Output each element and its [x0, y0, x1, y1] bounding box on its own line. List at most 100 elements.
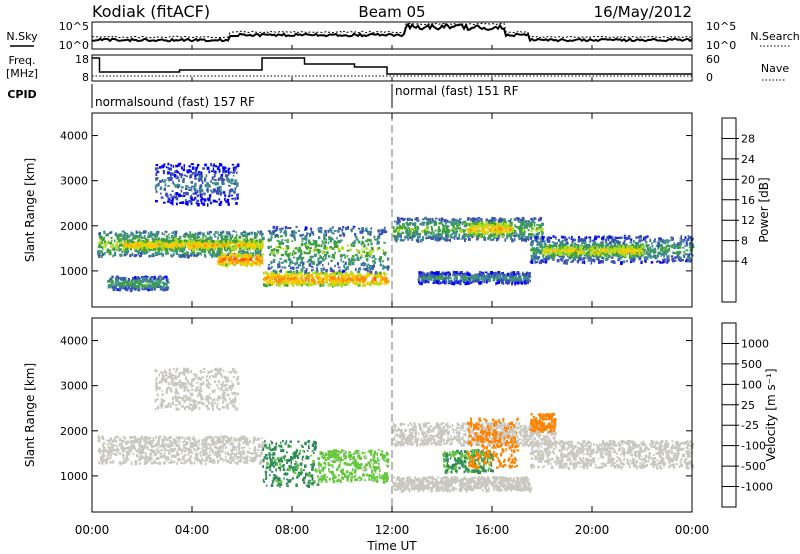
power-echo-cell — [292, 278, 294, 281]
power-echo-cell — [673, 242, 675, 245]
power-echo-cell — [211, 242, 213, 246]
power-echo-cell — [157, 251, 160, 255]
power-echo-cell — [338, 240, 342, 243]
power-echo-cell — [343, 264, 346, 269]
power-echo-cell — [334, 251, 336, 255]
power-echo-cell — [366, 267, 369, 270]
power-echo-cell — [235, 231, 237, 234]
power-echo-cell — [156, 171, 160, 173]
power-echo-cell — [244, 259, 246, 262]
power-echo-cell — [334, 244, 337, 248]
power-echo-cell — [444, 224, 446, 227]
power-echo-cell — [229, 248, 232, 252]
power-echo-cell — [339, 272, 342, 276]
power-echo-cell — [468, 235, 470, 237]
power-echo-cell — [405, 221, 408, 225]
power-echo-cell — [222, 262, 225, 267]
power-echo-cell — [175, 177, 179, 180]
power-echo-cell — [340, 283, 343, 287]
power-echo-cell — [137, 252, 140, 256]
power-echo-cell — [584, 237, 587, 241]
power-echo-cell — [380, 275, 383, 279]
power-echo-cell — [169, 193, 172, 196]
noise-tick-right-top: 10^5 — [706, 20, 736, 33]
power-echo-cell — [541, 233, 544, 235]
power-echo-cell — [514, 282, 517, 286]
power-echo-cell — [180, 248, 183, 251]
power-echo-cell — [365, 274, 369, 279]
power-echo-cell — [151, 244, 155, 249]
power-echo-cell — [418, 276, 420, 279]
power-echo-cell — [440, 272, 443, 277]
power-echo-cell — [499, 222, 503, 227]
power-echo-cell — [166, 241, 169, 245]
power-echo-cell — [661, 261, 663, 264]
power-echo-cell — [385, 277, 388, 280]
power-echo-cell — [276, 266, 279, 269]
power-echo-cell — [131, 244, 134, 247]
power-echo-cell — [429, 220, 432, 225]
power-echo-cell — [526, 280, 529, 285]
power-echo-cell — [381, 228, 384, 231]
power-echo-cell — [488, 273, 491, 276]
power-echo-cell — [250, 240, 253, 243]
power-echo-cell — [455, 219, 458, 222]
power-echo-cell — [487, 278, 489, 280]
power-echo-cell — [267, 266, 270, 270]
power-echo-cell — [293, 235, 296, 239]
power-echo-cell — [317, 276, 321, 280]
power-echo-cell — [152, 237, 155, 241]
power-echo-cell — [138, 242, 142, 245]
power-echo-cell — [211, 176, 215, 179]
power-echo-cell — [253, 244, 257, 247]
power-echo-cell — [357, 240, 361, 244]
power-echo-cell — [436, 276, 440, 280]
power-echo-cell — [124, 249, 127, 253]
power-echo-cell — [362, 268, 365, 270]
power-echo-cell — [281, 239, 284, 242]
power-echo-cell — [194, 241, 197, 245]
power-echo-cell — [189, 174, 192, 178]
power-echo-cell — [506, 231, 510, 234]
power-echo-cell — [374, 277, 376, 281]
power-echo-cell — [522, 280, 525, 283]
power-echo-cell — [471, 217, 475, 219]
power-echo-cell — [254, 235, 257, 238]
power-echo-cell — [256, 255, 260, 259]
power-echo-cell — [189, 252, 192, 257]
power-echo-cell — [302, 256, 305, 260]
power-echo-cell — [492, 229, 494, 232]
power-echo-cell — [677, 257, 680, 261]
power-echo-cell — [293, 247, 296, 250]
power-echo-cell — [519, 232, 522, 235]
power-echo-cell — [499, 229, 502, 233]
power-echo-cell — [385, 279, 388, 283]
power-echo-cell — [204, 235, 207, 238]
power-echo-cell — [166, 280, 169, 284]
power-echo-cell — [347, 281, 351, 283]
power-echo-cell — [99, 246, 103, 249]
power-echo-cell — [137, 282, 141, 285]
power-echo-cell — [171, 235, 174, 239]
power-echo-cell — [384, 253, 386, 257]
power-echo-cell — [311, 265, 314, 268]
power-echo-cell — [467, 237, 471, 241]
power-echo-cell — [531, 226, 534, 230]
power-echo-cell — [255, 260, 258, 263]
power-echo-cell — [277, 234, 280, 239]
power-echo-cell — [147, 232, 150, 234]
power-echo-cell — [458, 233, 461, 236]
power-echo-cell — [137, 284, 140, 287]
power-echo-cell — [134, 241, 137, 244]
power-echo-cell — [377, 235, 380, 239]
power-echo-cell — [486, 226, 490, 230]
power-echo-cell — [506, 230, 508, 234]
power-echo-cell — [351, 258, 354, 261]
power-echo-cell — [126, 250, 130, 254]
power-echo-cell — [140, 279, 144, 283]
power-echo-cell — [417, 239, 420, 243]
power-echo-cell — [369, 266, 373, 269]
power-echo-cell — [143, 252, 145, 255]
power-echo-cell — [518, 280, 521, 284]
power-echo-cell — [162, 170, 165, 172]
